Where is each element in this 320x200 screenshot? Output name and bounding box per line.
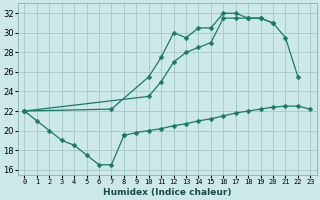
X-axis label: Humidex (Indice chaleur): Humidex (Indice chaleur) xyxy=(103,188,232,197)
